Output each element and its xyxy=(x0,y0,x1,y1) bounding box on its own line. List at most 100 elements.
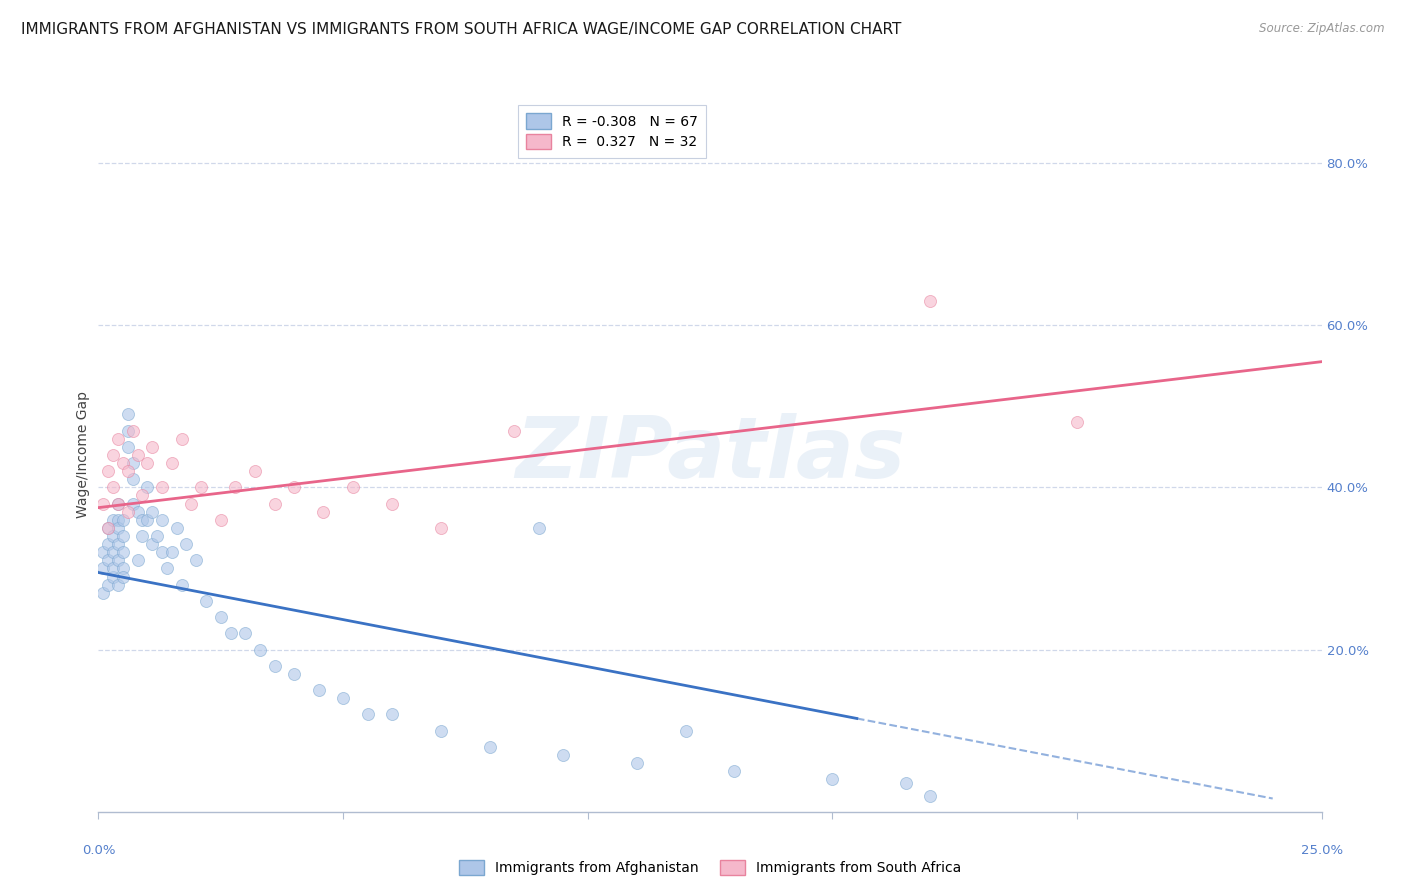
Point xyxy=(381,707,404,722)
Point xyxy=(111,529,134,543)
Text: 25.0%: 25.0% xyxy=(1301,844,1343,857)
Point xyxy=(195,594,218,608)
Point xyxy=(176,537,198,551)
Point xyxy=(553,747,575,762)
Point xyxy=(249,642,271,657)
Point xyxy=(107,497,129,511)
Point xyxy=(117,408,139,422)
Point xyxy=(626,756,648,770)
Point xyxy=(920,293,942,308)
Point xyxy=(527,521,550,535)
Point xyxy=(121,424,143,438)
Point xyxy=(91,561,114,575)
Point xyxy=(127,553,149,567)
Point xyxy=(117,505,139,519)
Point xyxy=(920,789,942,803)
Point xyxy=(111,545,134,559)
Point xyxy=(127,448,149,462)
Point xyxy=(190,480,212,494)
Point xyxy=(219,626,242,640)
Point xyxy=(97,553,120,567)
Point xyxy=(141,440,163,454)
Point xyxy=(170,577,193,591)
Point xyxy=(312,505,335,519)
Point xyxy=(356,707,378,722)
Point xyxy=(121,456,143,470)
Point xyxy=(131,529,153,543)
Point xyxy=(107,537,129,551)
Point xyxy=(160,545,183,559)
Point xyxy=(101,448,124,462)
Point xyxy=(111,569,134,583)
Point xyxy=(894,776,917,790)
Point xyxy=(97,521,120,535)
Point xyxy=(97,577,120,591)
Point xyxy=(107,513,129,527)
Point xyxy=(111,561,134,575)
Point xyxy=(117,440,139,454)
Point xyxy=(97,521,120,535)
Point xyxy=(342,480,364,494)
Point xyxy=(107,577,129,591)
Point xyxy=(283,480,305,494)
Point xyxy=(1066,416,1088,430)
Point xyxy=(127,505,149,519)
Point xyxy=(263,497,285,511)
Point xyxy=(107,521,129,535)
Point xyxy=(91,586,114,600)
Point xyxy=(503,424,526,438)
Point xyxy=(136,480,159,494)
Point xyxy=(101,480,124,494)
Point xyxy=(117,424,139,438)
Text: IMMIGRANTS FROM AFGHANISTAN VS IMMIGRANTS FROM SOUTH AFRICA WAGE/INCOME GAP CORR: IMMIGRANTS FROM AFGHANISTAN VS IMMIGRANT… xyxy=(21,22,901,37)
Point xyxy=(117,464,139,478)
Point xyxy=(146,529,169,543)
Point xyxy=(111,513,134,527)
Point xyxy=(101,545,124,559)
Point xyxy=(97,537,120,551)
Point xyxy=(150,513,173,527)
Point xyxy=(478,739,501,754)
Point xyxy=(332,691,354,706)
Legend: Immigrants from Afghanistan, Immigrants from South Africa: Immigrants from Afghanistan, Immigrants … xyxy=(451,851,969,883)
Point xyxy=(263,658,285,673)
Point xyxy=(166,521,188,535)
Point xyxy=(821,772,844,787)
Point xyxy=(233,626,256,640)
Point xyxy=(283,666,305,681)
Point xyxy=(150,545,173,559)
Point xyxy=(150,480,173,494)
Point xyxy=(91,545,114,559)
Point xyxy=(101,513,124,527)
Point xyxy=(430,723,453,738)
Point xyxy=(97,464,120,478)
Text: Source: ZipAtlas.com: Source: ZipAtlas.com xyxy=(1260,22,1385,36)
Point xyxy=(170,432,193,446)
Point xyxy=(224,480,246,494)
Point xyxy=(141,537,163,551)
Point xyxy=(723,764,745,779)
Point xyxy=(675,723,697,738)
Point xyxy=(107,497,129,511)
Text: ZIPatlas: ZIPatlas xyxy=(515,413,905,497)
Point xyxy=(107,432,129,446)
Point xyxy=(180,497,202,511)
Point xyxy=(101,529,124,543)
Point xyxy=(209,610,232,624)
Point xyxy=(131,513,153,527)
Point xyxy=(91,497,114,511)
Point xyxy=(381,497,404,511)
Point xyxy=(430,521,453,535)
Point xyxy=(243,464,266,478)
Point xyxy=(186,553,208,567)
Point xyxy=(101,561,124,575)
Point xyxy=(136,513,159,527)
Point xyxy=(160,456,183,470)
Text: 0.0%: 0.0% xyxy=(82,844,115,857)
Point xyxy=(101,569,124,583)
Point xyxy=(136,456,159,470)
Point xyxy=(308,683,330,698)
Point xyxy=(131,488,153,502)
Point xyxy=(121,497,143,511)
Point xyxy=(209,513,232,527)
